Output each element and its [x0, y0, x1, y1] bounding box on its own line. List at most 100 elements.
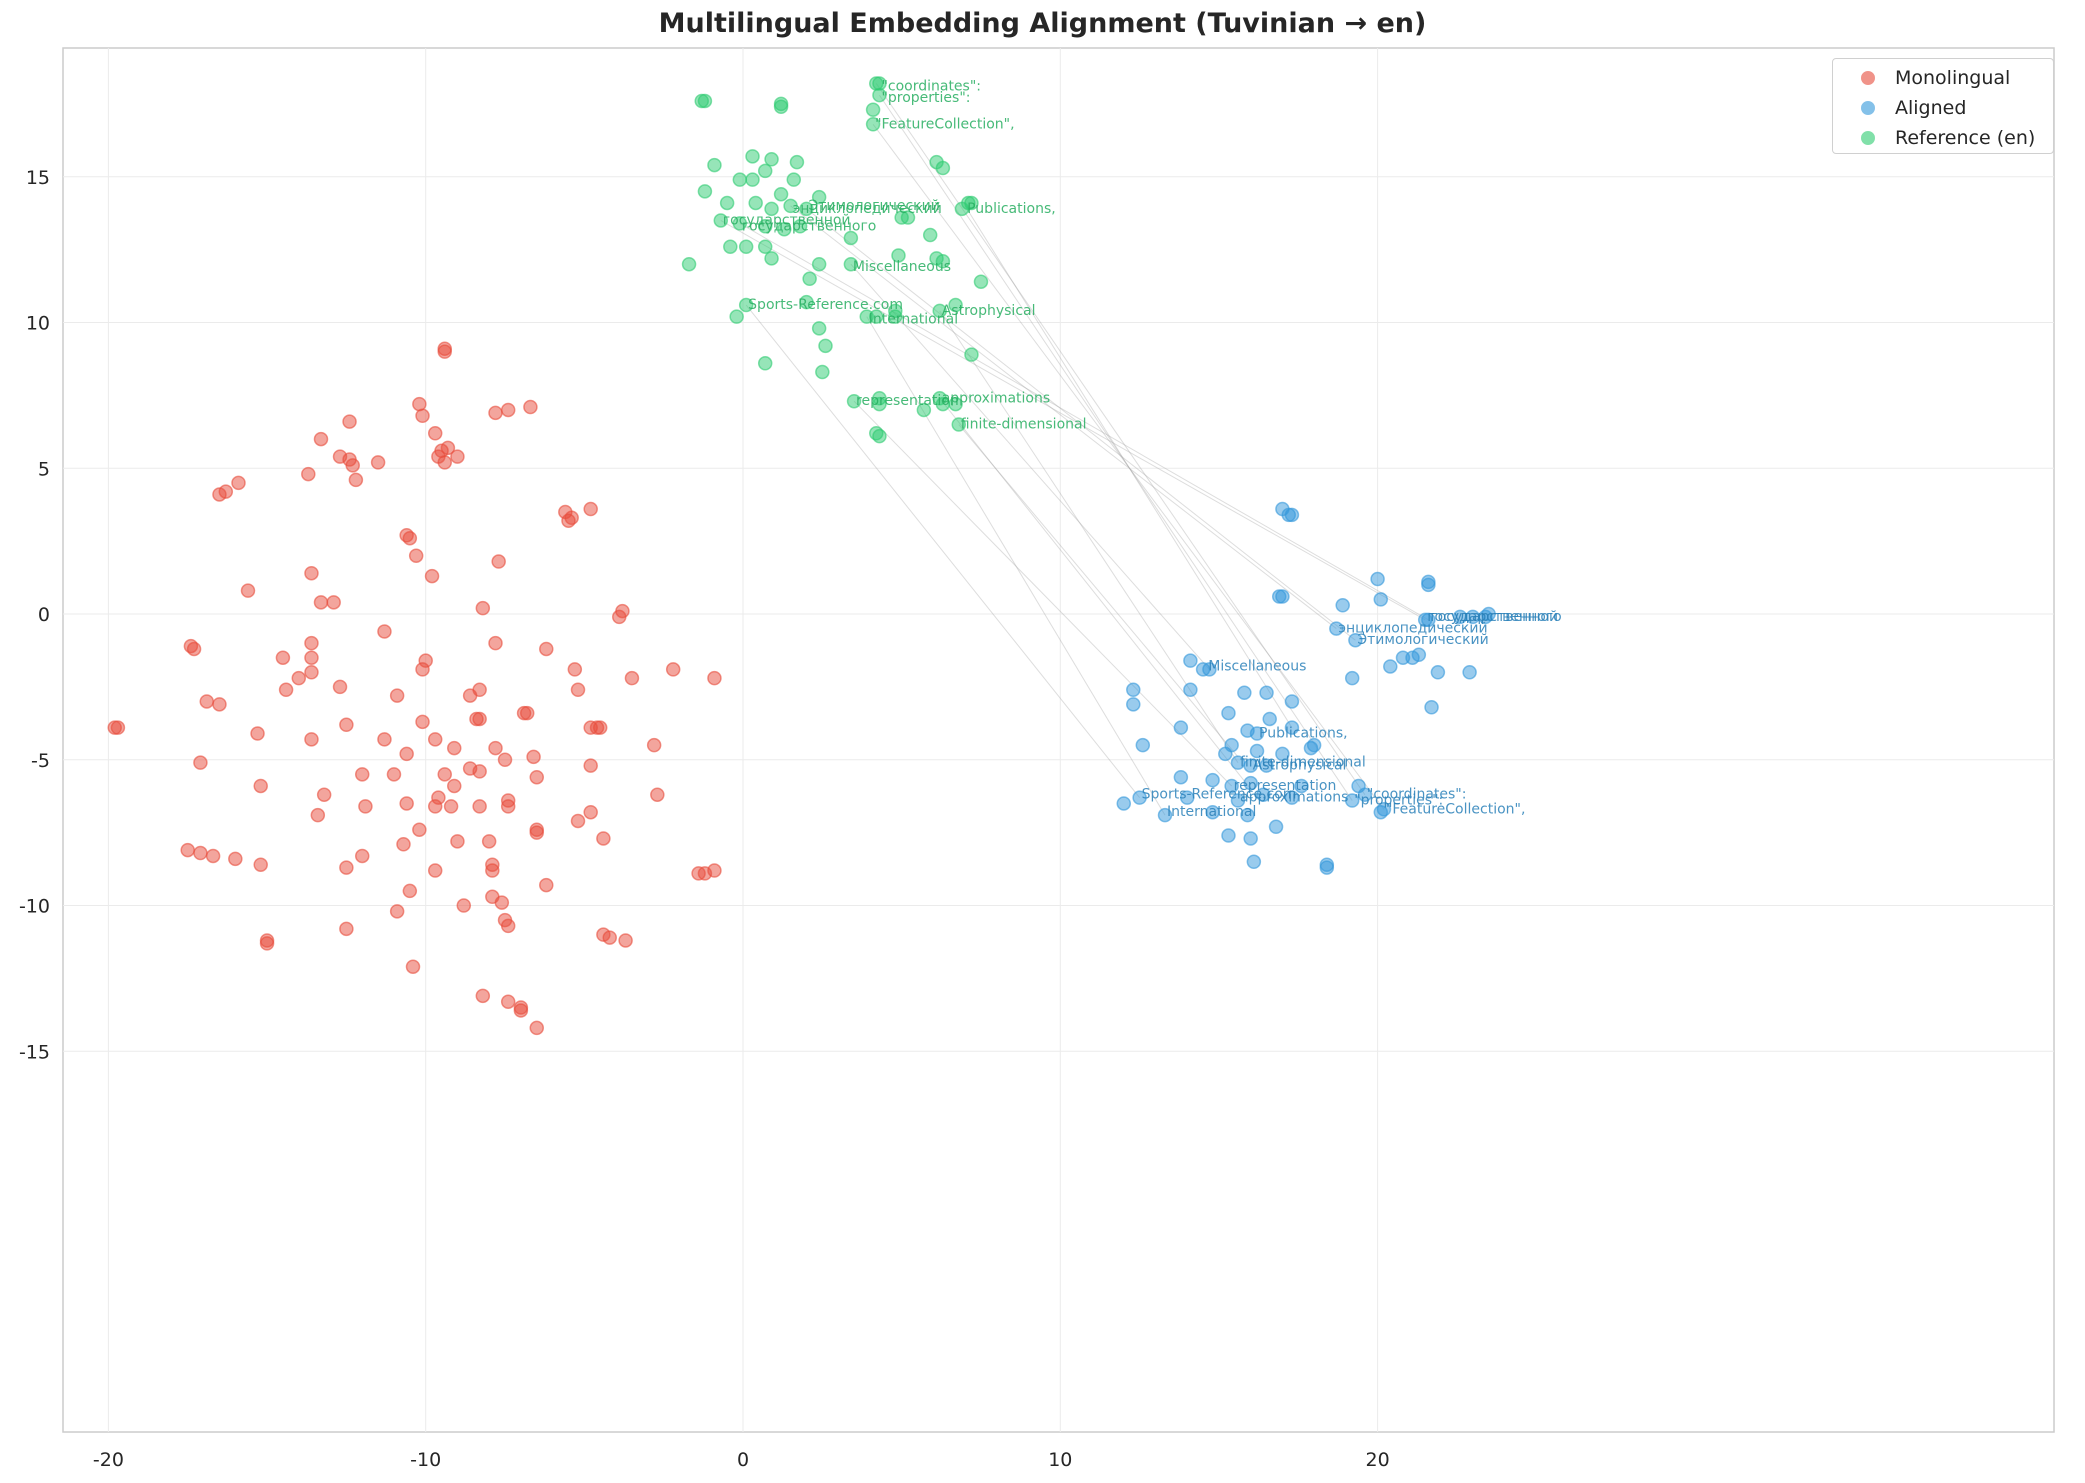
data-point — [865, 117, 881, 132]
x-tick-label: 10 — [1048, 1449, 1072, 1471]
data-point — [1319, 860, 1335, 875]
data-point — [180, 842, 195, 858]
data-point — [250, 726, 265, 741]
data-point — [291, 670, 307, 686]
data-point — [231, 475, 246, 491]
data-point — [973, 274, 989, 289]
data-point — [481, 834, 497, 849]
data-point — [1224, 778, 1239, 794]
point-label: "coordinates": — [1367, 787, 1467, 803]
data-point — [278, 682, 294, 698]
point-label: representation — [856, 393, 959, 409]
legend: Monolingual Aligned Reference (en) — [1832, 58, 2054, 154]
y-tick-label: -15 — [19, 1041, 50, 1063]
data-point — [1303, 740, 1319, 756]
data-point — [443, 799, 459, 814]
data-point — [500, 402, 516, 418]
data-point — [1259, 685, 1274, 700]
point-label: Miscellaneous — [1208, 658, 1306, 674]
y-tick-label: -5 — [31, 750, 50, 772]
axis-ticks: -20 -10 0 10 20 -15 -10 -5 0 5 10 15 — [19, 167, 1390, 1471]
data-point — [253, 778, 268, 794]
data-point — [415, 714, 430, 730]
data-point — [1344, 793, 1360, 808]
data-point — [304, 635, 319, 651]
data-point — [447, 740, 462, 756]
data-point — [339, 717, 354, 733]
data-point — [485, 863, 500, 878]
alignment-line — [806, 208, 1356, 641]
data-point — [405, 959, 421, 974]
data-point — [1462, 665, 1477, 680]
data-point — [811, 256, 827, 272]
data-point — [799, 294, 814, 310]
alignment-line — [958, 424, 1239, 758]
point-label: Этимологический — [1357, 632, 1488, 648]
data-point — [843, 256, 859, 272]
point-label: Publications, — [1259, 726, 1348, 742]
data-point — [888, 309, 903, 324]
data-point — [408, 548, 424, 563]
data-point — [624, 670, 640, 686]
data-point — [1373, 592, 1389, 607]
data-point — [1344, 670, 1360, 686]
point-label: "properties": — [881, 90, 970, 106]
data-point — [218, 484, 234, 499]
data-point — [1221, 705, 1236, 721]
data-point — [332, 679, 348, 695]
data-point — [1132, 790, 1147, 805]
data-point — [1183, 653, 1198, 668]
data-point — [745, 149, 760, 164]
data-point — [615, 603, 630, 619]
point-label: representation — [1234, 778, 1337, 794]
data-point — [304, 665, 319, 680]
point-label: Astrophysical — [942, 303, 1036, 319]
data-point — [304, 650, 319, 665]
alignment-line — [720, 220, 1426, 621]
chart-title: Multilingual Embedding Alignment (Tuvini… — [658, 8, 1427, 39]
data-point — [539, 877, 554, 893]
data-point — [450, 834, 465, 849]
data-point — [932, 303, 947, 319]
data-point — [757, 356, 773, 371]
data-point — [792, 219, 808, 234]
data-point — [1430, 665, 1446, 680]
data-point — [1179, 790, 1195, 805]
data-point — [500, 994, 516, 1009]
data-point — [764, 251, 779, 266]
alignment-line — [790, 205, 1337, 629]
legend-item-monolingual: Monolingual — [1833, 63, 2053, 93]
data-point — [1157, 807, 1173, 823]
data-point — [494, 895, 510, 910]
x-tick-label: -10 — [410, 1449, 441, 1471]
data-point — [345, 458, 360, 473]
point-label: approximations — [942, 390, 1050, 406]
data-point — [399, 746, 414, 762]
data-point — [1116, 796, 1132, 811]
data-point — [865, 102, 881, 117]
data-point — [783, 198, 798, 214]
data-point — [802, 271, 817, 287]
data-point — [386, 767, 402, 782]
point-label: approximations — [1240, 790, 1348, 806]
alignment-line — [872, 123, 1385, 810]
alignment-line — [850, 263, 1210, 670]
data-point — [253, 857, 268, 872]
data-point — [723, 239, 738, 254]
data-point — [427, 863, 443, 878]
data-point — [891, 248, 906, 263]
data-point — [348, 472, 364, 488]
data-point — [567, 662, 583, 677]
point-label: государственной — [1430, 609, 1558, 625]
data-points — [107, 76, 1496, 1036]
data-point — [526, 749, 541, 765]
data-point — [259, 936, 275, 951]
data-point — [732, 216, 748, 231]
data-point — [339, 860, 354, 875]
data-point — [757, 239, 773, 254]
point-label: International — [869, 312, 958, 328]
data-point — [529, 1020, 545, 1036]
data-point — [811, 321, 827, 336]
data-point — [447, 778, 462, 794]
